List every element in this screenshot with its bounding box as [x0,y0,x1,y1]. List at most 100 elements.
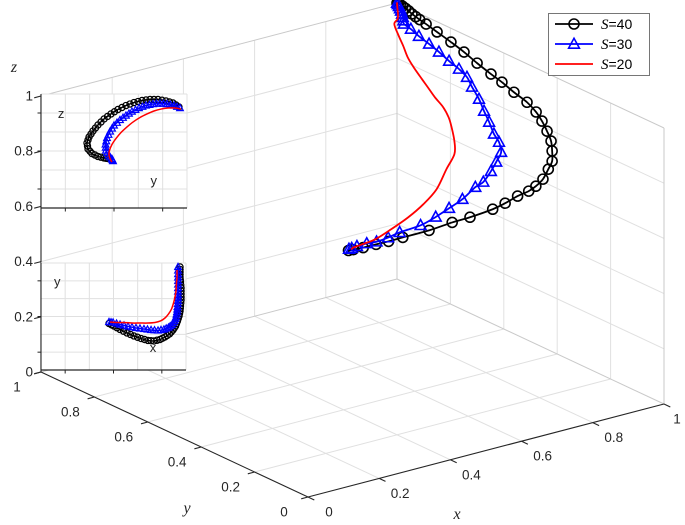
y-axis-label: y [181,500,191,517]
triangle-marker [397,16,411,29]
circle-marker [137,334,145,343]
circle-marker [123,329,131,337]
circle-marker [97,153,105,161]
circle-marker [542,163,555,175]
inset-ylabel: y [54,274,61,289]
z-tick [34,205,42,209]
circle-marker [431,26,443,38]
wall-grid [396,223,665,350]
floor-grid [111,352,380,479]
circle-marker [118,103,126,112]
triangle-marker [392,224,407,238]
tick-label: 0.2 [221,480,240,495]
box-edge [396,278,665,405]
triangle-marker [489,154,503,167]
tick-label: 0.8 [604,430,623,445]
triangle-marker [422,36,436,49]
y-tick [301,496,309,500]
triangle-marker [127,106,137,115]
triangle-marker [455,191,470,205]
circle-marker [499,197,511,210]
triangle-marker [102,133,112,142]
y-tick [140,421,148,425]
x-tick [378,477,386,482]
legend-entry-s20: S=20 [549,54,649,74]
triangle-marker [121,110,131,119]
tick-label: 0.4 [462,467,481,482]
circle-marker [130,98,138,107]
triangle-marker [118,112,128,121]
circle-marker [485,68,497,80]
circle-marker [464,211,476,224]
circle-marker [471,57,483,69]
circle-marker [486,203,499,216]
triangle-marker [172,101,182,110]
tick-label: 0.8 [61,405,80,420]
tick-label: 0 [280,505,288,520]
tick-label: 0.6 [114,430,133,445]
floor-grid [201,353,558,448]
tick-label: 0.2 [14,309,33,324]
z-tick [34,95,42,99]
triangle-marker [482,114,496,127]
legend-line-sample [555,63,593,65]
tick-labels: 0 0 0 0.2 0.2 0.2 0.4 0.4 0.4 0.6 0.6 0.6 0.8 0.8 0.8 1… [13,89,681,520]
tick-label: 0.8 [14,144,33,159]
inset-z-vs-y: yz [37,93,188,212]
tick-label: 0 [25,365,33,380]
triangle-marker [134,103,144,112]
y-axis-line [40,371,309,498]
triangle-marker [468,179,483,193]
tick-label: 1 [13,380,21,395]
triangle-marker [115,115,125,124]
floor-grid [254,315,522,442]
circle-marker [86,147,94,155]
circle-marker [496,76,508,89]
y-tick [87,396,95,400]
circle-marker [536,115,548,127]
legend-entry-s30: S=30 [549,34,649,54]
circle-marker [420,18,432,30]
legend-box: S=40 S=30 S=20 [548,13,650,76]
triangle-marker [165,321,175,330]
x-tick [521,440,529,445]
wall-grid [40,168,398,263]
circle-marker [126,100,134,108]
triangle-marker [131,104,140,113]
circle-marker [458,46,470,58]
circle-marker [521,96,533,109]
x-axis-line [307,403,665,498]
triangle-marker [465,79,479,92]
inset-xlabel: y [151,173,158,188]
legend-line-sample [555,18,593,30]
circle-marker [541,125,553,138]
wall-grid [396,112,665,239]
circle-marker [122,101,130,110]
y-tick [34,371,42,375]
tick-label: 1 [25,89,33,104]
circle-marker [508,86,520,99]
triangle-marker [381,230,395,243]
markers-S=30 [342,0,508,254]
circle-marker [134,97,142,106]
tick-label: 0.6 [14,199,33,214]
z-tick [34,316,42,320]
tick-label: 0.4 [168,455,187,470]
triangle-marker [112,117,122,126]
y-tick [247,471,255,475]
triangle-marker [413,217,428,231]
legend-label: S=40 [601,15,633,33]
triangle-marker [369,234,384,247]
x-axis-label: x [452,506,460,523]
inset-series-S=20 [109,269,178,324]
circle-marker [140,335,149,344]
tick-label: 0.4 [14,254,33,269]
floor-grid [254,378,611,473]
wall-grid [396,57,665,184]
series-S=20 [350,2,457,250]
triangle-marker [404,21,418,35]
triangle-marker [175,103,185,112]
data-series [342,0,558,257]
